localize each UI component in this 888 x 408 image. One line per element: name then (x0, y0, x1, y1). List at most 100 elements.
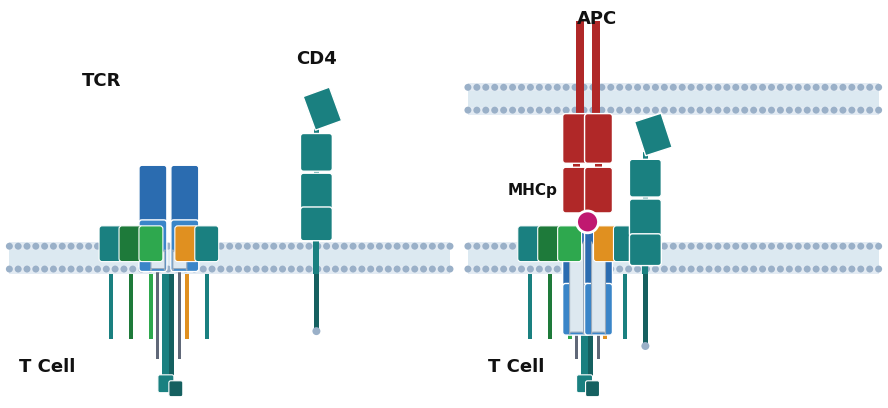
Circle shape (848, 106, 855, 113)
FancyBboxPatch shape (170, 220, 199, 272)
Circle shape (112, 266, 119, 273)
Circle shape (741, 84, 749, 91)
Circle shape (634, 84, 641, 91)
Circle shape (687, 84, 694, 91)
Circle shape (786, 266, 793, 273)
FancyBboxPatch shape (300, 207, 332, 241)
Circle shape (279, 243, 286, 250)
Bar (170, 273, 174, 389)
Circle shape (103, 243, 110, 250)
Circle shape (130, 243, 136, 250)
Circle shape (687, 106, 694, 113)
Circle shape (279, 266, 286, 273)
Circle shape (581, 106, 588, 113)
Circle shape (599, 243, 606, 250)
Circle shape (518, 243, 525, 250)
Circle shape (678, 266, 686, 273)
Circle shape (341, 243, 348, 250)
Circle shape (696, 84, 703, 91)
Circle shape (643, 243, 650, 250)
Circle shape (23, 266, 30, 273)
Circle shape (138, 266, 145, 273)
Circle shape (164, 243, 171, 250)
Circle shape (252, 266, 259, 273)
Circle shape (705, 106, 712, 113)
Circle shape (182, 243, 189, 250)
Circle shape (750, 243, 757, 250)
Circle shape (554, 106, 560, 113)
Circle shape (687, 266, 694, 273)
FancyBboxPatch shape (99, 226, 123, 262)
Circle shape (724, 106, 730, 113)
Circle shape (599, 266, 606, 273)
Circle shape (527, 243, 534, 250)
Circle shape (155, 266, 163, 273)
Bar (205, 273, 209, 339)
Circle shape (500, 106, 507, 113)
Circle shape (464, 243, 472, 250)
FancyBboxPatch shape (300, 133, 332, 171)
Circle shape (563, 106, 569, 113)
FancyBboxPatch shape (119, 226, 143, 262)
FancyBboxPatch shape (630, 234, 662, 266)
Circle shape (857, 106, 864, 113)
Circle shape (402, 243, 409, 250)
Circle shape (420, 266, 427, 273)
FancyBboxPatch shape (563, 113, 591, 163)
Circle shape (226, 243, 234, 250)
Circle shape (616, 84, 623, 91)
Circle shape (741, 266, 749, 273)
Text: T Cell: T Cell (488, 358, 544, 376)
Circle shape (411, 243, 418, 250)
Circle shape (866, 106, 873, 113)
Circle shape (590, 243, 597, 250)
Circle shape (848, 243, 855, 250)
Bar (643, 152, 648, 166)
Circle shape (724, 84, 730, 91)
Circle shape (411, 266, 418, 273)
Circle shape (545, 266, 551, 273)
Bar (588, 273, 593, 389)
Bar (156, 250, 159, 273)
Circle shape (813, 84, 820, 91)
Circle shape (500, 243, 507, 250)
Circle shape (130, 266, 136, 273)
Circle shape (839, 266, 846, 273)
Circle shape (724, 266, 730, 273)
Circle shape (696, 266, 703, 273)
Circle shape (696, 243, 703, 250)
Circle shape (705, 266, 712, 273)
Circle shape (341, 266, 348, 273)
Circle shape (367, 266, 374, 273)
Circle shape (147, 243, 154, 250)
Circle shape (804, 106, 811, 113)
Circle shape (652, 106, 659, 113)
Circle shape (67, 266, 75, 273)
Circle shape (482, 266, 489, 273)
Circle shape (50, 243, 57, 250)
Circle shape (715, 243, 721, 250)
Circle shape (155, 243, 163, 250)
Bar (109, 273, 113, 339)
Circle shape (768, 106, 775, 113)
Circle shape (385, 243, 392, 250)
Circle shape (288, 266, 295, 273)
Bar (468, 242, 878, 273)
Circle shape (616, 266, 623, 273)
Circle shape (670, 243, 677, 250)
Circle shape (616, 106, 623, 113)
Circle shape (652, 243, 659, 250)
Circle shape (491, 266, 498, 273)
Circle shape (359, 266, 365, 273)
Circle shape (297, 266, 304, 273)
Circle shape (813, 266, 820, 273)
Bar (10, 242, 450, 273)
Circle shape (795, 266, 802, 273)
Circle shape (376, 243, 383, 250)
Circle shape (786, 84, 793, 91)
Circle shape (218, 243, 225, 250)
Bar (623, 273, 628, 339)
Bar (10, 250, 450, 266)
Circle shape (191, 243, 198, 250)
Circle shape (314, 243, 321, 250)
